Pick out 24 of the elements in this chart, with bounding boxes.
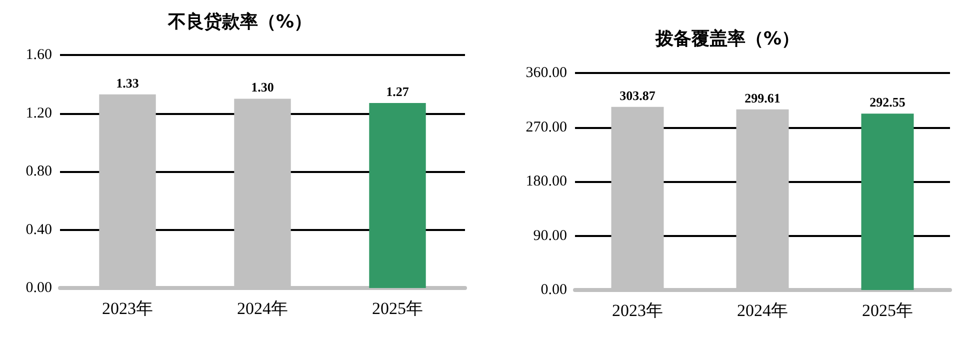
y-tick-label: 0.00 [540, 282, 567, 298]
y-tick-label: 360.00 [526, 65, 567, 81]
x-tick-label: 2023年 [612, 301, 663, 320]
y-tick-label: 270.00 [526, 119, 567, 136]
y-tick-label: 180.00 [526, 174, 567, 190]
chart-title: 不良贷款率（%） [166, 12, 312, 32]
x-tick-label: 2024年 [237, 299, 288, 318]
y-tick-label: 1.20 [26, 105, 52, 122]
data-label: 292.55 [870, 94, 906, 110]
data-label: 303.87 [620, 88, 656, 103]
y-tick-label: 1.60 [26, 47, 52, 63]
chart-title: 拨备覆盖率（%） [654, 28, 800, 50]
data-label: 299.61 [744, 90, 780, 106]
x-tick-label: 2023年 [102, 299, 153, 318]
x-tick-label: 2025年 [372, 299, 423, 318]
x-tick-label: 2024年 [737, 301, 788, 320]
y-tick-label: 0.40 [26, 222, 52, 238]
y-tick-label: 0.80 [26, 164, 52, 180]
y-tick-label: 0.00 [26, 280, 52, 296]
x-tick-label: 2025年 [862, 301, 913, 320]
data-label: 1.27 [386, 84, 410, 100]
data-label: 1.30 [251, 80, 274, 95]
y-tick-label: 90.00 [533, 228, 567, 244]
data-label: 1.33 [116, 75, 140, 90]
